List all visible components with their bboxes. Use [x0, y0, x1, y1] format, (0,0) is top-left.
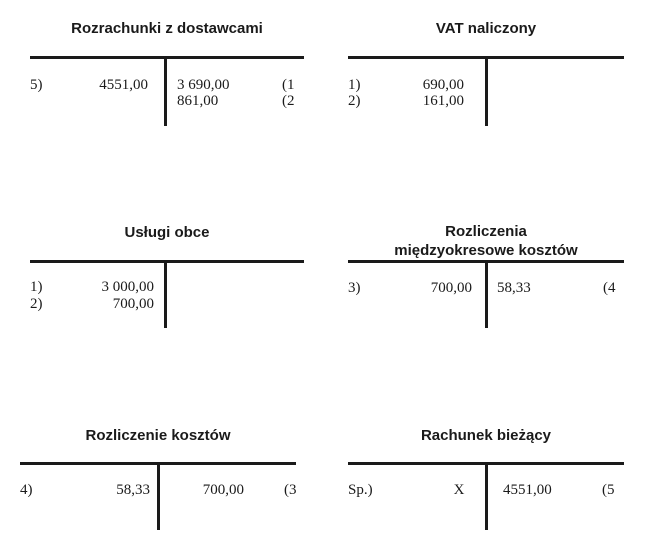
debit-ref: Sp.) — [348, 482, 373, 498]
credit-amount: 861,00 — [177, 93, 219, 109]
t-account-rozliczenia-miedzyokresowe-kosztow: Rozliczenia międzyokresowe kosztów 3) 70… — [348, 210, 624, 330]
account-title: Rozrachunki z dostawcami — [71, 20, 263, 37]
credit-amount: 700,00 — [202, 482, 244, 498]
account-horizontal-line — [30, 56, 304, 59]
debit-ref: 1) — [348, 77, 361, 93]
credit-ref: (2 — [282, 93, 295, 109]
debit-amount: 700,00 — [112, 296, 154, 312]
account-vertical-line — [485, 56, 488, 126]
credit-amount: 4551,00 — [503, 482, 552, 498]
debit-amount: 58,33 — [116, 482, 150, 498]
account-vertical-line — [485, 462, 488, 530]
debit-ref: 2) — [348, 93, 361, 109]
account-vertical-line — [157, 462, 160, 530]
account-title-line-1: Rozliczenia — [445, 223, 527, 240]
debit-ref: 5) — [30, 77, 43, 93]
account-title: Rachunek bieżący — [420, 427, 552, 444]
debit-ref: 1) — [30, 279, 43, 295]
account-vertical-line — [485, 260, 488, 328]
credit-ref: (3 — [284, 482, 297, 498]
t-account-rachunek-biezacy: Rachunek bieżący Sp.) X 4551,00 (5 — [348, 410, 624, 536]
credit-amount: 58,33 — [497, 280, 531, 296]
account-vertical-line — [164, 260, 167, 328]
debit-amount: 161,00 — [422, 93, 464, 109]
debit-amount: 690,00 — [422, 77, 464, 93]
debit-amount: 3 000,00 — [101, 279, 155, 295]
credit-ref: (5 — [602, 482, 615, 498]
debit-ref: 3) — [348, 280, 361, 296]
account-vertical-line — [164, 56, 167, 126]
debit-amount: 4551,00 — [99, 77, 148, 93]
t-account-vat-naliczony: VAT naliczony 1) 690,00 2) 161,00 — [348, 0, 624, 130]
credit-amount: 3 690,00 — [177, 77, 230, 93]
debit-ref: 4) — [20, 482, 33, 498]
account-title: VAT naliczony — [435, 20, 537, 37]
credit-ref: (4 — [603, 280, 616, 296]
debit-amount: 700,00 — [430, 280, 472, 296]
t-account-rozrachunki-z-dostawcami: Rozrachunki z dostawcami 5) 4551,00 3 69… — [30, 0, 304, 130]
debit-amount: X — [453, 482, 465, 498]
account-title: Usługi obce — [124, 224, 210, 241]
t-account-rozliczenie-kosztow: Rozliczenie kosztów 4) 58,33 700,00 (3 — [20, 410, 297, 536]
account-title: Rozliczenie kosztów — [85, 427, 231, 444]
t-account-uslugi-obce: Usługi obce 1) 3 000,00 2) 700,00 — [30, 210, 304, 330]
account-horizontal-line — [30, 260, 304, 263]
account-title-line-2: międzyokresowe kosztów — [394, 242, 578, 259]
credit-ref: (1 — [282, 77, 295, 93]
debit-ref: 2) — [30, 296, 43, 312]
